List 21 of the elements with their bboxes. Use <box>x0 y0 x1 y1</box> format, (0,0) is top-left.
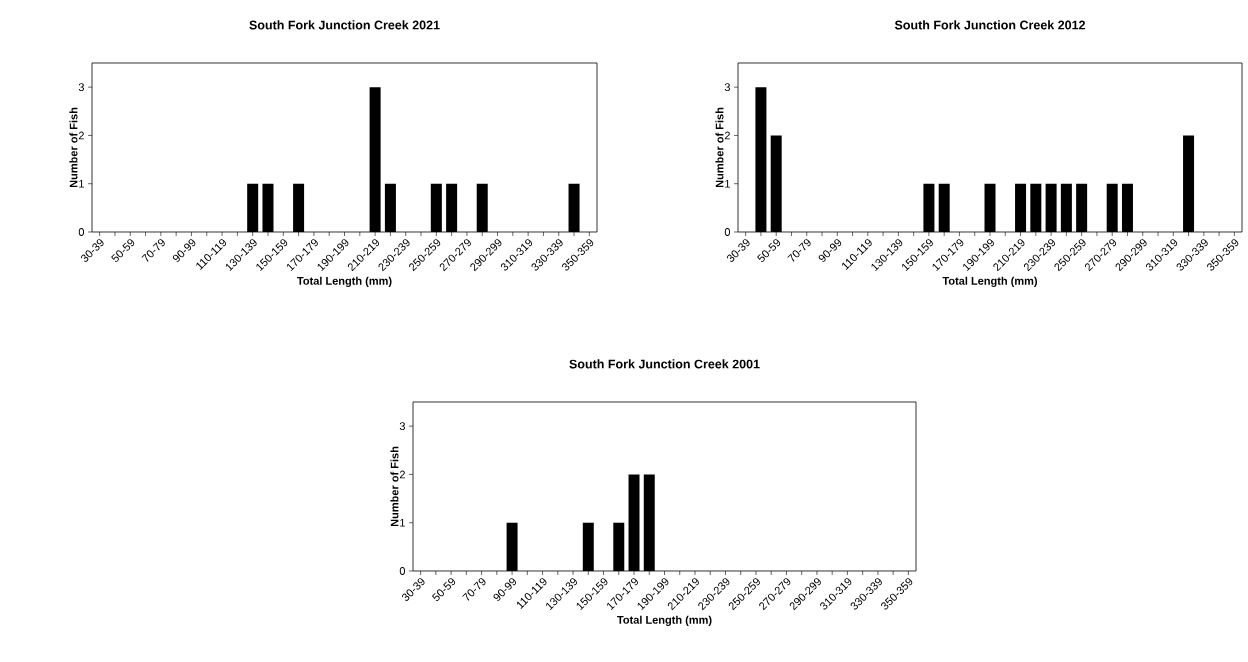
y-tick-label: 0 <box>724 228 731 236</box>
y-axis-title: Number of Fish <box>69 107 78 188</box>
chart-title: South Fork Junction Creek 2001 <box>569 359 760 369</box>
y-tick-label: 3 <box>724 83 730 92</box>
y-axis-title: Number of Fish <box>715 107 724 188</box>
x-axis-title: Total Length (mm) <box>297 276 392 287</box>
y-tick-label: 3 <box>78 83 84 92</box>
x-axis-title: Total Length (mm) <box>617 615 712 626</box>
y-tick-label: 2 <box>78 131 84 140</box>
y-axis-title: Number of Fish <box>390 446 399 527</box>
chart-title: South Fork Junction Creek 2012 <box>894 20 1085 30</box>
y-tick-label: 1 <box>725 179 730 188</box>
y-tick-label: 1 <box>79 179 84 188</box>
y-tick-label: 1 <box>400 518 405 527</box>
y-tick-label: 0 <box>399 567 406 575</box>
y-tick-label: 0 <box>78 228 85 236</box>
chart-title: South Fork Junction Creek 2021 <box>249 20 440 30</box>
y-tick-label: 3 <box>399 422 405 431</box>
y-tick-label: 2 <box>399 470 405 479</box>
y-tick-label: 2 <box>724 131 730 140</box>
x-axis-title: Total Length (mm) <box>942 276 1038 287</box>
